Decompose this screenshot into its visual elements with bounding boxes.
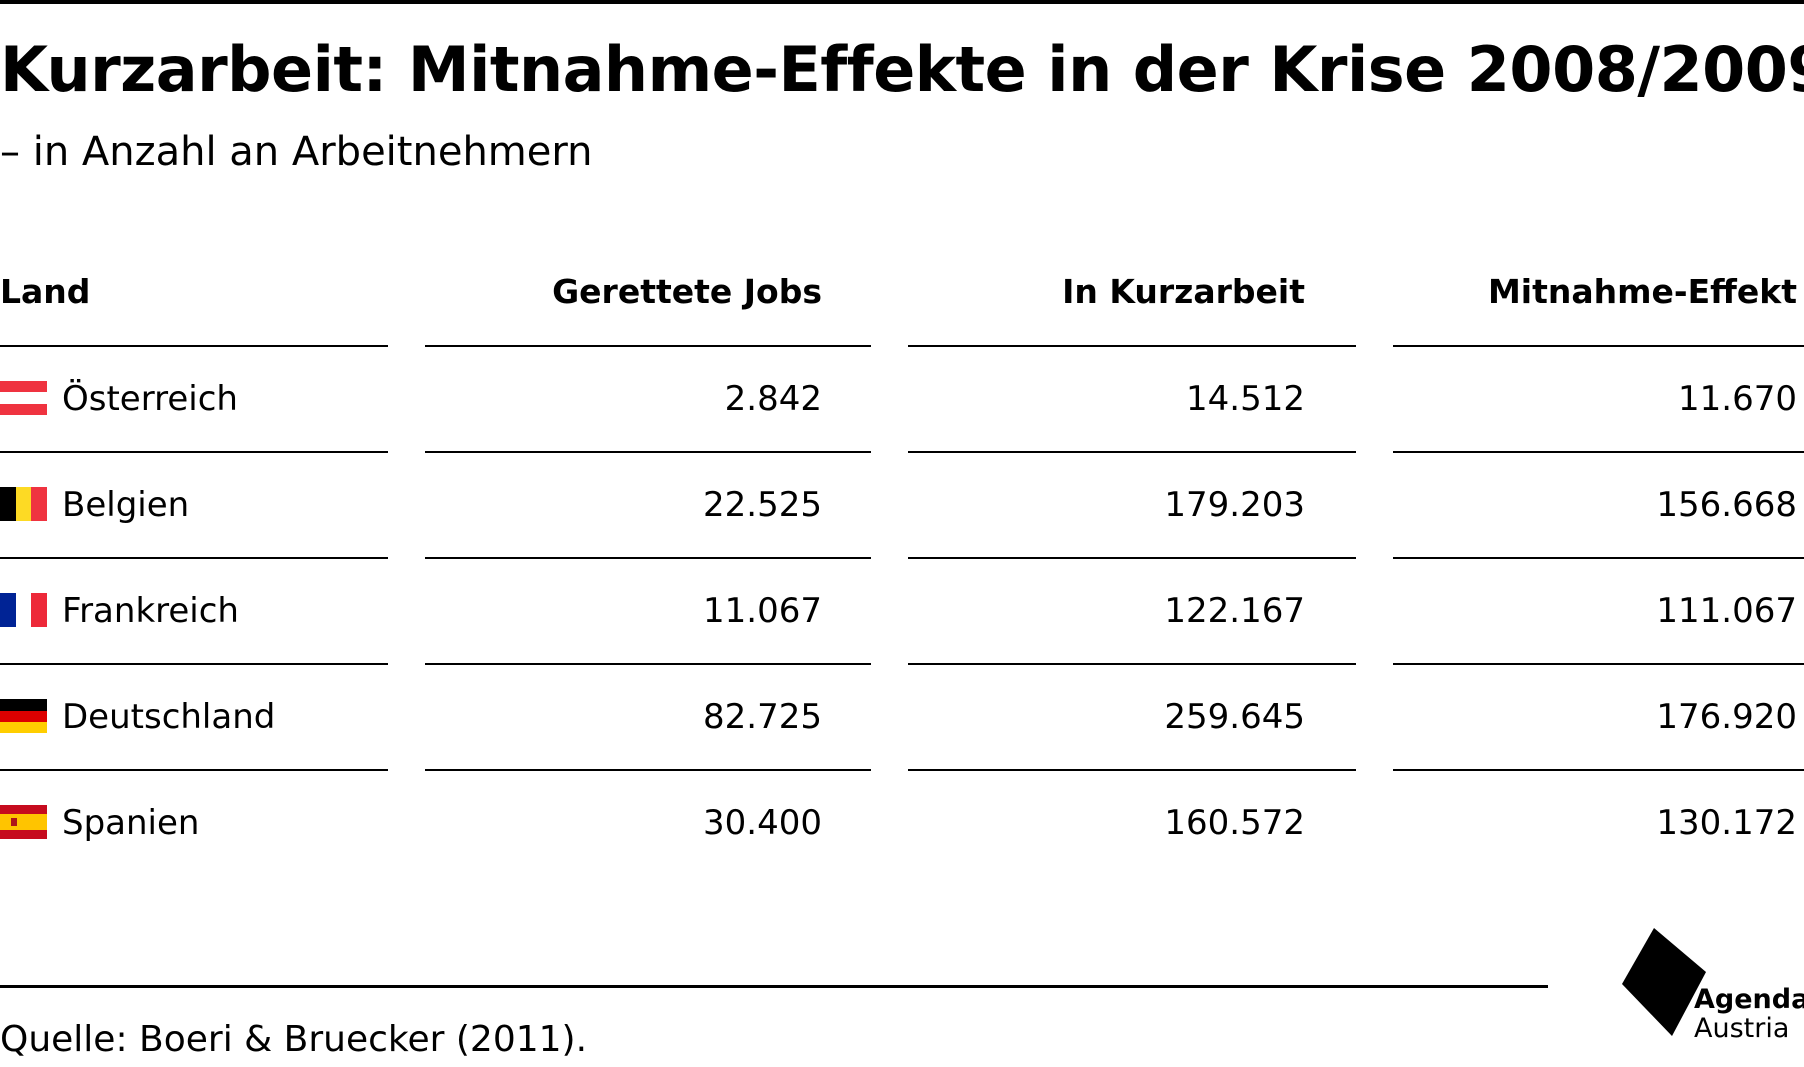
table-cell-value: 176.920	[1656, 697, 1797, 737]
country-name: Österreich	[62, 379, 238, 419]
row-rule	[908, 557, 1356, 559]
country-name: Deutschland	[62, 697, 276, 737]
row-rule	[425, 451, 871, 453]
row-rule	[425, 769, 871, 771]
chart-subtitle: – in Anzahl an Arbeitnehmern	[0, 129, 593, 175]
row-rule	[0, 345, 388, 347]
column-header-land: Land	[0, 272, 91, 311]
logo-text-agenda: Agenda	[1694, 984, 1804, 1015]
row-rule	[908, 345, 1356, 347]
austria-flag-icon	[0, 381, 47, 415]
table-cell-value: 11.670	[1678, 379, 1797, 419]
spain-flag-icon	[0, 805, 47, 839]
row-rule	[908, 663, 1356, 665]
table-cell-value: 2.842	[724, 379, 822, 419]
row-rule	[908, 769, 1356, 771]
row-rule	[0, 769, 388, 771]
row-rule	[425, 663, 871, 665]
table-cell-value: 130.172	[1656, 803, 1797, 843]
row-rule	[425, 345, 871, 347]
germany-flag-icon	[0, 699, 47, 733]
country-name: Frankreich	[62, 591, 239, 631]
france-flag-icon	[0, 593, 47, 627]
table-cell-value: 111.067	[1656, 591, 1797, 631]
row-rule	[1393, 557, 1804, 559]
table-cell-value: 30.400	[703, 803, 822, 843]
logo-text-austria: Austria	[1694, 1013, 1790, 1044]
chart-title: Kurzarbeit: Mitnahme-Effekte in der Kris…	[0, 33, 1804, 106]
agenda-austria-logo	[1622, 928, 1804, 1063]
row-rule	[908, 451, 1356, 453]
table-cell-value: 22.525	[703, 485, 822, 525]
column-header-in-kurzarbeit: In Kurzarbeit	[1062, 272, 1305, 311]
footer-rule	[0, 985, 1548, 988]
table-cell-value: 160.572	[1164, 803, 1305, 843]
table-cell-value: 259.645	[1164, 697, 1305, 737]
column-header-mitnahme-effekt: Mitnahme-Effekt	[1487, 272, 1797, 311]
country-name: Belgien	[62, 485, 190, 525]
row-rule	[0, 663, 388, 665]
row-rule	[1393, 345, 1804, 347]
row-rule	[1393, 663, 1804, 665]
row-rule	[0, 557, 388, 559]
table-cell-value: 14.512	[1186, 379, 1305, 419]
country-name: Spanien	[62, 803, 200, 843]
table-cell-value: 122.167	[1164, 591, 1305, 631]
row-rule	[1393, 451, 1804, 453]
table-cell-value: 179.203	[1164, 485, 1305, 525]
column-header-gerettete-jobs: Gerettete Jobs	[552, 272, 822, 311]
top-rule	[0, 0, 1804, 4]
row-rule	[1393, 769, 1804, 771]
belgium-flag-icon	[0, 487, 47, 521]
table-cell-value: 156.668	[1656, 485, 1797, 525]
source-note: Quelle: Boeri & Bruecker (2011).	[0, 1019, 588, 1060]
table-cell-value: 11.067	[703, 591, 822, 631]
row-rule	[0, 451, 388, 453]
row-rule	[425, 557, 871, 559]
table-cell-value: 82.725	[703, 697, 822, 737]
